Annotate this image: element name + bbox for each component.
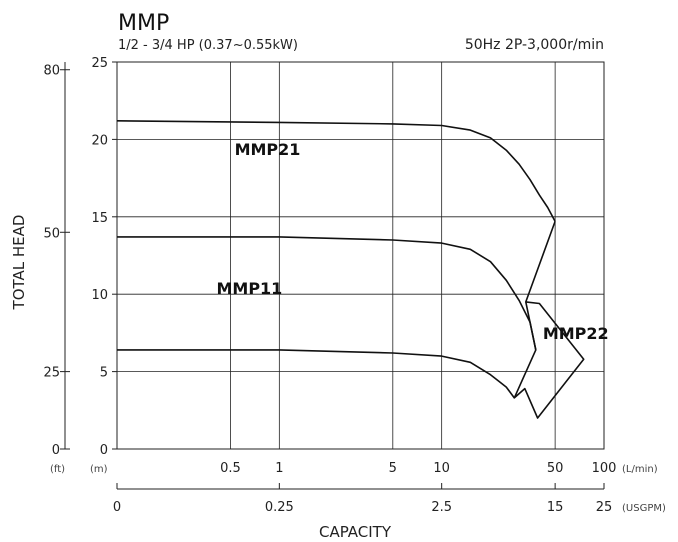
- ft-tick-label: 80: [43, 64, 60, 79]
- pump-curves: [116, 120, 585, 419]
- ft-tick-label: 0: [52, 443, 60, 458]
- m-tick-label: 5: [100, 366, 108, 381]
- vertical-gridlines: [230, 62, 556, 449]
- label-mmp11: MMP11: [216, 279, 282, 298]
- m-tick-label: 10: [91, 288, 108, 303]
- chart-title: MMP: [118, 11, 169, 36]
- usgpm-tick-label: 0.25: [265, 500, 294, 515]
- lmin-tick-label: 1: [275, 461, 283, 476]
- curve-mmp22: [117, 349, 515, 399]
- curve-mmp11: [117, 236, 537, 351]
- label-mmp21: MMP21: [235, 140, 301, 159]
- lmin-tick-label: 10: [433, 461, 450, 476]
- m-tick-label: 20: [91, 133, 108, 148]
- m-tick-label: 0: [100, 443, 108, 458]
- model-labels: MMP21 MMP11 MMP22: [216, 140, 608, 343]
- usgpm-tick-label: 25: [596, 500, 613, 515]
- lmin-axis-ticks: 0.5 1 5 10 50 100: [220, 461, 616, 476]
- ft-tick-label: 25: [43, 366, 60, 381]
- chart-subtitle: 1/2 - 3/4 HP (0.37~0.55kW): [118, 38, 298, 53]
- plot-area: [116, 61, 605, 450]
- m-tick-label: 25: [91, 56, 108, 71]
- m-unit-label: (m): [90, 464, 108, 475]
- ft-unit-label: (ft): [50, 464, 65, 475]
- horizontal-gridlines: [117, 138, 604, 373]
- ft-tick-label: 50: [43, 226, 60, 241]
- lmin-tick-label: 5: [389, 461, 397, 476]
- usgpm-axis-ticks: 0 0.25 2.5 15 25: [113, 483, 612, 515]
- lmin-tick-label: 50: [547, 461, 564, 476]
- m-tick-label: 15: [91, 211, 108, 226]
- ft-axis-ticks: 0 25 50 80: [43, 64, 70, 458]
- curve-mmp21: [116, 120, 556, 222]
- usgpm-tick-label: 15: [547, 500, 564, 515]
- m-axis-ticks: 0 5 10 15 20 25: [91, 56, 117, 458]
- usgpm-tick-label: 0: [113, 500, 121, 515]
- y-axis-title: TOTAL HEAD: [10, 215, 28, 311]
- usgpm-tick-label: 2.5: [431, 500, 452, 515]
- label-mmp22: MMP22: [543, 324, 609, 343]
- lmin-tick-label: 0.5: [220, 461, 241, 476]
- usgpm-unit-label: (USGPM): [622, 503, 666, 514]
- lmin-unit-label: (L/min): [622, 464, 658, 475]
- lmin-tick-label: 100: [592, 461, 617, 476]
- x-axis-title: CAPACITY: [319, 523, 392, 541]
- operating-envelope: [513, 221, 585, 419]
- chart-spec: 50Hz 2P-3,000r/min: [465, 37, 604, 53]
